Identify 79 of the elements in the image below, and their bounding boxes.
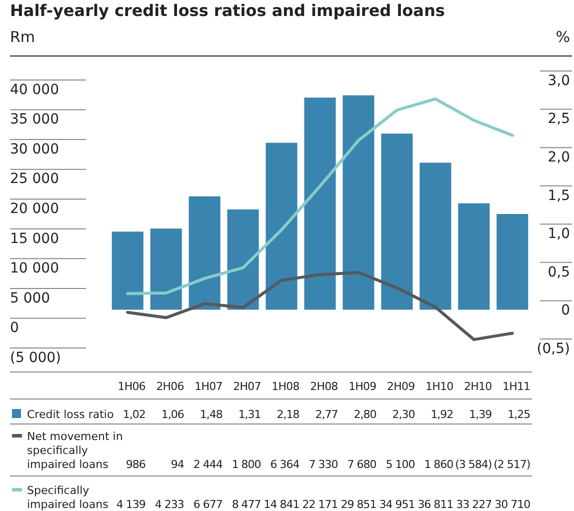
data-label: 1 800 xyxy=(232,458,262,471)
data-label: 1,25 xyxy=(508,408,531,421)
y-tick-label: 25 000 xyxy=(10,171,59,188)
y-tick-label: 30 000 xyxy=(10,141,59,158)
data-label: 22 171 xyxy=(302,498,338,511)
y-tick-label: 0 xyxy=(10,320,19,336)
data-label: 36 811 xyxy=(418,498,454,511)
y-tick-label: (5 000) xyxy=(10,350,62,366)
y-tick-label: 10 000 xyxy=(10,260,59,277)
y2-axis-title: % xyxy=(556,28,570,46)
data-label: 7 330 xyxy=(308,458,338,471)
bar xyxy=(150,228,182,310)
data-label: 33 227 xyxy=(456,498,492,511)
data-label: 7 680 xyxy=(347,458,377,471)
data-label: 986 xyxy=(126,458,146,471)
x-tick-label: 1H10 xyxy=(426,380,454,393)
data-label: 6 677 xyxy=(193,498,223,511)
x-tick-label: 1H09 xyxy=(348,380,377,393)
data-label: 4 233 xyxy=(154,498,184,511)
data-label: 1,48 xyxy=(200,408,223,421)
bar xyxy=(458,203,490,310)
bar xyxy=(188,196,220,310)
legend-label: Credit loss ratio xyxy=(27,408,114,421)
y-tick-label: 40 000 xyxy=(10,82,59,98)
data-label: 1,06 xyxy=(161,408,184,421)
x-tick-label: 2H09 xyxy=(387,380,416,393)
y2-tick-label: 2,0 xyxy=(548,149,570,166)
bar xyxy=(496,214,528,310)
bar xyxy=(227,209,259,310)
data-label: 29 851 xyxy=(340,498,376,511)
data-label: 1,92 xyxy=(430,408,454,421)
y2-tick-label: 0 xyxy=(561,302,570,319)
x-tick-label: 2H10 xyxy=(464,380,492,393)
data-label: 2,80 xyxy=(354,408,377,421)
data-label: 6 364 xyxy=(270,458,300,471)
y2-tick-label: (0,5) xyxy=(536,340,570,357)
data-label: 30 710 xyxy=(494,498,531,511)
bar xyxy=(304,98,336,310)
y2-tick-label: 2,5 xyxy=(548,111,570,128)
y2-tick-label: 0,5 xyxy=(548,264,570,280)
chart-title: Half-yearly credit loss ratios and impaired loans xyxy=(10,1,445,20)
data-label: 1 860 xyxy=(424,458,454,471)
data-label: 8 477 xyxy=(232,498,262,511)
data-label: 94 xyxy=(170,458,184,471)
x-tick-label: 1H08 xyxy=(272,380,300,393)
data-label: 5 100 xyxy=(386,458,416,471)
data-label: 2,18 xyxy=(276,408,300,421)
y2-tick-label: 3,0 xyxy=(548,72,570,89)
x-tick-label: 1H06 xyxy=(118,380,146,393)
bar xyxy=(342,95,374,310)
y-tick-label: 5 000 xyxy=(10,290,50,306)
y-axis-title: Rm xyxy=(10,28,36,46)
data-label: 2,30 xyxy=(392,408,416,421)
data-label: 1,39 xyxy=(469,408,492,421)
x-tick-label: 1H11 xyxy=(502,380,530,393)
data-label: 4 139 xyxy=(116,498,146,511)
bar xyxy=(112,232,144,310)
data-label: 14 841 xyxy=(264,498,300,511)
x-tick-label: 1H07 xyxy=(194,380,223,393)
legend-label: Net movement in specifically impaired loans xyxy=(27,430,123,471)
data-label: 34 951 xyxy=(379,498,415,511)
y-tick-label: 35 000 xyxy=(10,112,59,128)
y-tick-label: 20 000 xyxy=(10,201,59,218)
bar xyxy=(420,162,452,310)
data-label: 2 444 xyxy=(193,458,223,471)
x-tick-label: 2H08 xyxy=(310,380,338,393)
data-label: (3 584) xyxy=(455,458,492,471)
x-tick-label: 2H06 xyxy=(156,380,184,393)
y-tick-label: 15 000 xyxy=(10,230,59,247)
data-label: 1,02 xyxy=(122,408,146,421)
legend-label: Specifically impaired loans xyxy=(27,484,109,511)
x-tick-label: 2H07 xyxy=(233,380,262,393)
bar xyxy=(266,142,298,310)
bar xyxy=(381,134,413,310)
data-label: (2 517) xyxy=(494,458,530,471)
y2-tick-label: 1,0 xyxy=(548,226,570,242)
data-label: 2,77 xyxy=(315,408,338,421)
data-label: 1,31 xyxy=(238,408,261,421)
y2-tick-label: 1,5 xyxy=(548,188,570,204)
